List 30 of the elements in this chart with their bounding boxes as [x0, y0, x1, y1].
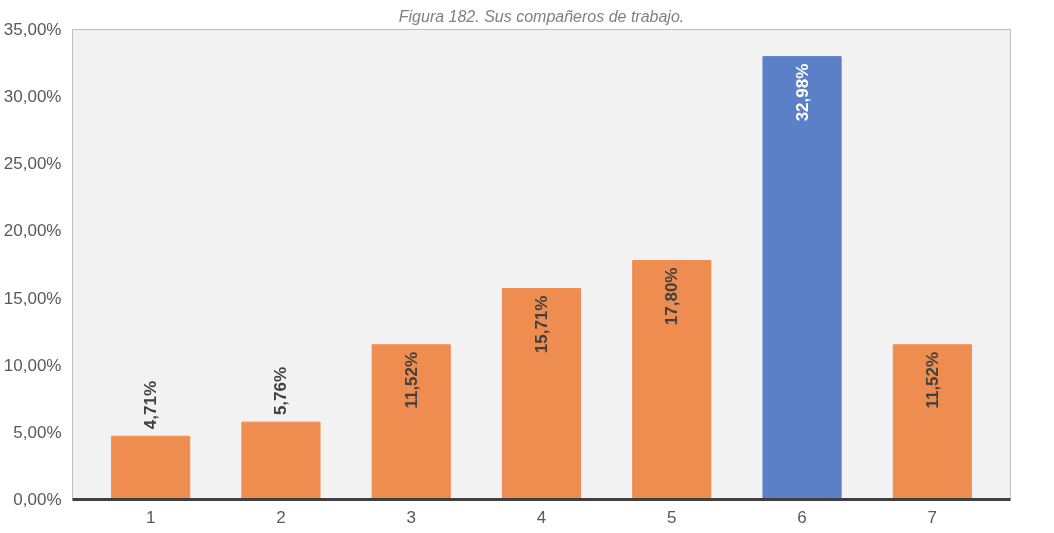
y-tick-label: 20,00%	[3, 221, 62, 241]
bar	[111, 435, 191, 500]
x-tick-label: 6	[797, 507, 807, 527]
y-tick-label: 30,00%	[3, 87, 62, 107]
data-label: 11,52%	[922, 351, 942, 409]
bar	[632, 259, 712, 500]
bar	[371, 344, 451, 500]
chart-title: Figura 182. Sus compañeros de trabajo.	[398, 7, 685, 25]
data-label: 5,76%	[271, 366, 291, 416]
x-tick-label: 3	[406, 507, 416, 527]
bar	[501, 288, 582, 500]
data-label: 17,80%	[662, 267, 682, 326]
data-label: 4,71%	[141, 381, 161, 430]
y-tick-label: 5,00%	[13, 422, 62, 442]
data-label: 15,71%	[532, 295, 551, 354]
data-label: 11,52%	[401, 351, 421, 409]
bar	[762, 56, 842, 500]
bar	[892, 344, 972, 500]
y-tick-label: 25,00%	[3, 154, 62, 174]
x-tick-label: 7	[927, 507, 938, 527]
y-tick-label: 10,00%	[3, 355, 62, 375]
data-label: 32,98%	[792, 63, 812, 122]
y-tick-label: 0,00%	[13, 490, 62, 509]
bar	[241, 421, 321, 500]
x-tick-label: 2	[276, 507, 286, 527]
y-tick-label: 35,00%	[3, 20, 62, 39]
x-tick-label: 4	[536, 507, 547, 527]
y-tick-label: 15,00%	[3, 288, 62, 308]
x-tick-label: 1	[145, 507, 156, 527]
x-tick-label: 5	[667, 507, 677, 527]
